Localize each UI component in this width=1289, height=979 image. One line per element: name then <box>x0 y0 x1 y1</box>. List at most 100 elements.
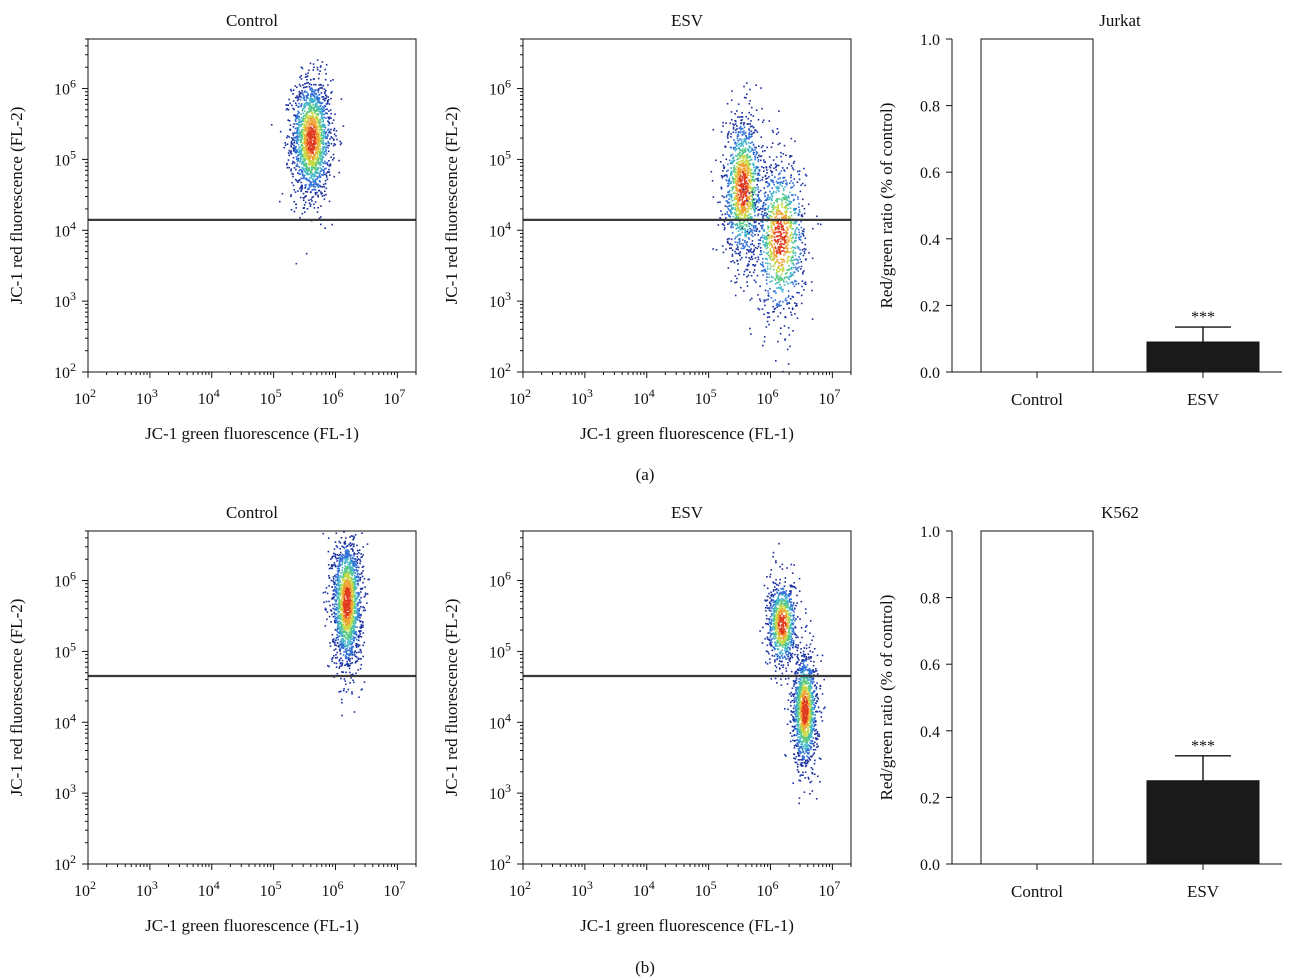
data-point <box>792 242 795 244</box>
plot-frame <box>522 38 852 373</box>
data-point <box>313 105 316 108</box>
data-point <box>800 226 803 229</box>
data-point <box>313 154 316 157</box>
data-point <box>763 300 766 303</box>
data-point <box>781 258 784 261</box>
data-point <box>747 205 750 207</box>
data-point <box>314 180 316 182</box>
data-point <box>734 148 737 150</box>
data-point <box>731 177 734 179</box>
data-point <box>292 173 294 175</box>
data-point <box>290 195 292 198</box>
data-point <box>310 123 313 126</box>
data-point <box>306 168 308 170</box>
data-point <box>300 169 303 171</box>
data-point <box>787 207 789 210</box>
data-point <box>354 626 357 628</box>
data-point <box>781 246 784 249</box>
data-point <box>292 89 295 91</box>
data-point <box>325 142 328 145</box>
data-point <box>766 169 768 171</box>
data-point <box>791 228 794 230</box>
data-point <box>296 86 298 89</box>
data-point <box>732 126 735 129</box>
data-point <box>745 192 748 194</box>
data-point <box>762 224 764 226</box>
data-point <box>318 163 320 165</box>
data-point <box>737 234 740 236</box>
data-point <box>736 195 738 197</box>
data-point <box>744 223 746 226</box>
data-point <box>730 197 733 200</box>
data-point <box>327 140 329 143</box>
data-point <box>715 159 717 162</box>
data-point <box>728 214 730 216</box>
data-point <box>801 205 804 207</box>
data-point <box>345 652 348 654</box>
data-point <box>748 225 750 228</box>
y-tick-label: 0.8 <box>920 99 940 116</box>
x-tick-label: 103 <box>136 386 158 408</box>
data-point <box>296 150 299 153</box>
data-point <box>780 198 783 201</box>
data-point <box>783 169 785 171</box>
data-point <box>772 191 775 194</box>
data-point <box>732 147 735 149</box>
data-point <box>321 108 324 111</box>
data-point <box>775 231 777 233</box>
data-point <box>295 135 298 138</box>
data-point <box>786 261 788 264</box>
data-point <box>798 178 801 181</box>
data-point <box>746 249 748 251</box>
data-point <box>321 147 323 150</box>
data-point <box>747 207 750 210</box>
data-point <box>750 194 752 197</box>
data-point <box>290 142 293 144</box>
chart-title: ESV <box>671 11 704 30</box>
data-point <box>314 130 317 133</box>
data-point <box>306 147 308 150</box>
data-point <box>318 143 321 145</box>
data-point <box>744 168 746 170</box>
data-point <box>304 167 306 170</box>
data-point <box>794 212 796 214</box>
data-point <box>729 209 732 211</box>
data-point <box>295 168 297 171</box>
data-point <box>341 603 344 605</box>
data-point <box>301 147 303 150</box>
data-point <box>757 177 759 180</box>
data-point <box>746 188 749 190</box>
data-point <box>764 270 767 273</box>
y-axis-label: JC-1 red fluorescence (FL-2) <box>442 107 461 305</box>
data-point <box>781 200 783 202</box>
data-point <box>766 316 769 319</box>
data-point <box>762 214 765 216</box>
data-point <box>798 213 800 216</box>
data-point <box>305 101 308 103</box>
data-point <box>336 596 339 598</box>
data-point <box>751 176 753 178</box>
data-point <box>753 211 756 213</box>
data-point <box>357 566 360 569</box>
data-point <box>727 202 729 204</box>
data-point <box>749 230 752 233</box>
data-point <box>732 215 735 218</box>
plot-frame <box>87 38 417 373</box>
data-point <box>736 224 739 227</box>
data-point <box>305 99 307 101</box>
data-point <box>739 234 741 236</box>
data-point <box>293 108 295 111</box>
data-point <box>339 557 342 559</box>
data-point <box>773 319 775 322</box>
data-point <box>782 182 784 184</box>
data-point <box>763 192 766 195</box>
data-point <box>776 287 778 289</box>
data-point <box>741 214 743 216</box>
data-point <box>306 138 309 140</box>
data-point <box>319 145 321 148</box>
data-point <box>731 253 734 256</box>
data-point <box>308 117 311 120</box>
data-point <box>746 285 749 287</box>
data-point <box>735 216 737 219</box>
data-point <box>740 141 743 143</box>
